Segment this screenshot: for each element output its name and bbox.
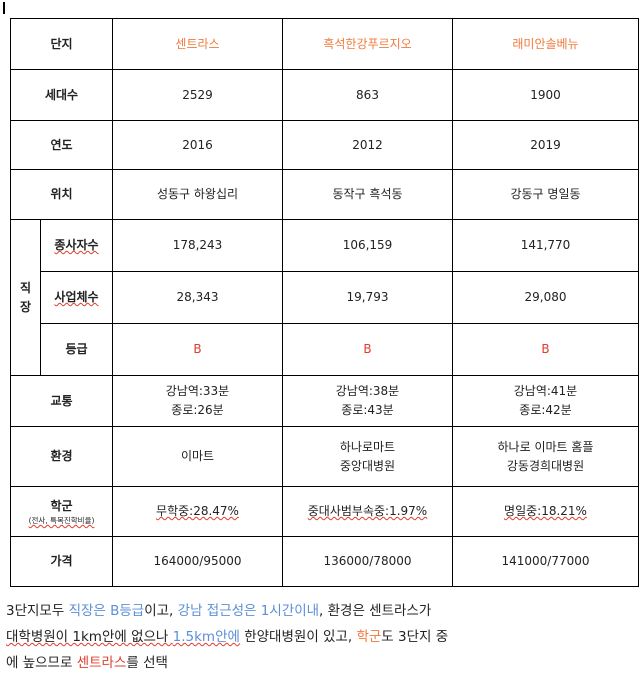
price-row: 가격 164000/95000 136000/78000 141000/7700… [10,536,639,587]
employees-value-1: 178,243 [112,219,283,272]
transport-line2-3: 종로:42분 [519,403,572,417]
businesses-row: 사업체수 28,343 19,793 29,080 [11,271,639,324]
complex-name-1: 센트라스 [112,18,283,70]
employees-row: 직 장 종사자수 178,243 106,159 141,770 [10,219,639,376]
businesses-value-2: 19,793 [282,271,453,324]
grade-value-1: B [112,323,283,376]
environment-cell-1: 이마트 [112,426,283,487]
header-label: 단지 [10,18,113,70]
transport-line2-2: 종로:43분 [341,403,394,417]
complex-name-2: 흑석한강푸르지오 [282,18,453,70]
school-value-2-text: 중대사범부속중:1.97% [307,504,428,518]
year-value-1: 2016 [112,120,283,170]
text-cursor [3,2,5,14]
grade-label: 등급 [40,323,113,376]
comparison-table: 단지 센트라스 흑석한강푸르지오 래미안솔베뉴 세대수 2529 863 190… [10,18,639,587]
year-value-3: 2019 [452,120,639,170]
transport-line2-1: 종로:26분 [171,403,224,417]
summary-distance-highlight: 1.5km안에 [172,629,240,645]
environment-line1-2: 하나로마트 [339,439,396,454]
environment-line2-3: 강동경희대병원 [506,458,585,473]
employees-label: 종사자수 [40,219,113,272]
school-value-2: 중대사범부속중:1.97% [282,486,453,537]
businesses-value-3: 29,080 [452,271,639,324]
households-row: 세대수 2529 863 1900 [10,69,639,121]
header-row: 단지 센트라스 흑석한강푸르지오 래미안솔베뉴 [10,18,639,70]
workplace-group-label: 직 장 [10,219,41,376]
summary-part-13: 를 선택 [126,655,168,671]
transport-line1-1: 강남역:33분 [165,384,230,398]
school-value-1-text: 무학중:28.47% [156,504,239,518]
households-value-3: 1900 [452,69,639,121]
summary-part-1: 3단지모두 [6,603,69,619]
complex-name-3: 래미안솔베뉴 [452,18,639,70]
summary-paragraph: 3단지모두 직장은 B등급이고, 강남 접근성은 1시간이내, 환경은 센트라스… [6,598,636,676]
environment-line1-1: 이마트 [180,449,215,463]
school-value-1: 무학중:28.47% [112,486,283,537]
environment-line1-3: 하나로 이마트 홈플 [497,439,594,454]
location-value-1: 성동구 하왕십리 [112,169,283,220]
school-value-3-text: 명일중:18.21% [504,504,587,518]
summary-school-highlight: 학군 [356,629,382,645]
businesses-label-text: 사업체수 [54,290,99,304]
businesses-label: 사업체수 [40,271,113,324]
transport-label: 교통 [10,375,113,427]
year-row: 연도 2016 2012 2019 [10,120,639,170]
households-label: 세대수 [10,69,113,121]
school-row: 학군 (전사, 특목진학비율) 무학중:28.47% 중대사범부속중:1.97%… [10,486,639,537]
school-label: 학군 [50,499,73,513]
households-value-2: 863 [282,69,453,121]
school-label-cell: 학군 (전사, 특목진학비율) [10,486,113,537]
transport-line1-2: 강남역:38분 [335,384,400,398]
employees-value-3: 141,770 [452,219,639,272]
summary-gangnam-highlight: 강남 접근성은 1시간이내 [177,603,320,619]
price-value-1: 164000/95000 [112,536,283,587]
price-value-2: 136000/78000 [282,536,453,587]
businesses-value-1: 28,343 [112,271,283,324]
price-value-3: 141000/77000 [452,536,639,587]
transport-line1-3: 강남역:41분 [513,384,578,398]
year-value-2: 2012 [282,120,453,170]
employees-value-2: 106,159 [282,219,453,272]
summary-part-6: 대학병원이 1km안에 없으나 [6,629,173,645]
grade-row: 등급 B B B [11,323,639,376]
employees-label-text: 종사자수 [54,238,99,252]
workplace-label-1: 직 [19,280,32,295]
location-value-2: 동작구 흑석동 [282,169,453,220]
location-row: 위치 성동구 하왕십리 동작구 흑석동 강동구 명일동 [10,169,639,220]
environment-line2-2: 중앙대병원 [339,458,396,473]
price-label: 가격 [10,536,113,587]
workplace-label-2: 장 [19,299,32,314]
grade-value-2: B [282,323,453,376]
summary-workplace-highlight: 직장은 B등급 [68,603,145,619]
summary-part-8: 한양대병원이 있고, [239,629,357,645]
school-value-3: 명일중:18.21% [452,486,639,537]
year-label: 연도 [10,120,113,170]
location-label: 위치 [10,169,113,220]
summary-part-3: 이고, [144,603,178,619]
summary-part-5: , 환경은 센트라스가 [319,603,432,619]
school-sublabel: (전사, 특목진학비율) [28,516,95,525]
grade-value-3: B [452,323,639,376]
summary-choice-highlight: 센트라스 [76,655,127,671]
summary-part-11: 에 높으므로 [6,655,77,671]
environment-label: 환경 [10,426,113,487]
households-value-1: 2529 [112,69,283,121]
location-value-3: 강동구 명일동 [452,169,639,220]
summary-part-10: 도 3단지 중 [381,629,449,645]
